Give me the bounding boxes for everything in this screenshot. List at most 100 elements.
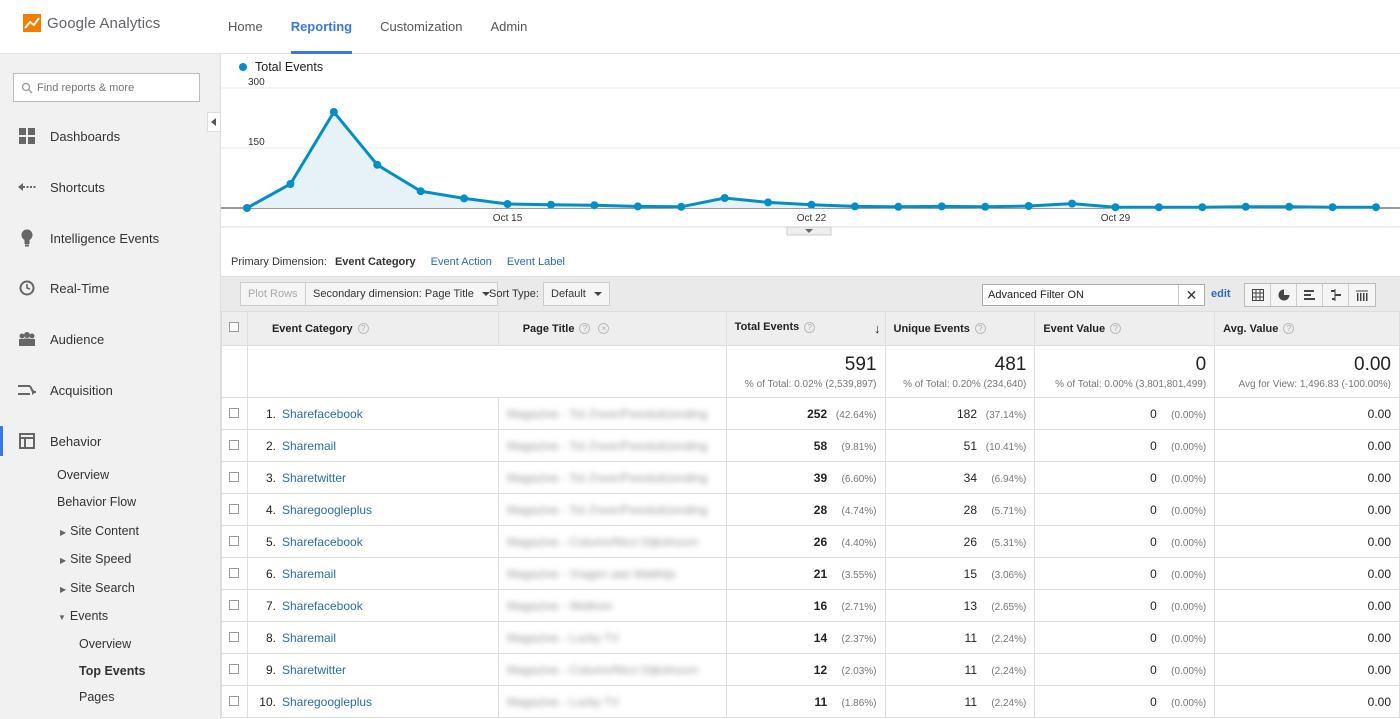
help-icon[interactable]: ? [579,323,591,335]
data-point[interactable] [1285,202,1294,211]
nav-reporting[interactable]: Reporting [290,0,353,54]
data-point[interactable] [1068,199,1077,208]
clear-filter-icon[interactable]: ✕ [1178,285,1204,305]
data-point[interactable] [1154,203,1163,212]
search-input[interactable] [37,81,197,94]
data-point[interactable] [1241,202,1250,211]
row-checkbox[interactable] [229,471,240,482]
data-point[interactable] [1198,203,1207,212]
category-link[interactable]: Sharetwitter [281,470,346,485]
edit-filter-link[interactable]: edit [1211,288,1231,300]
data-point[interactable] [633,202,642,211]
data-point[interactable] [894,202,903,211]
sidebar-item-intelligence-events[interactable]: Intelligence Events [0,223,221,253]
category-link[interactable]: Sharemail [281,566,336,581]
row-checkbox[interactable] [229,503,240,514]
dimension-event-action[interactable]: Event Action [430,256,492,268]
data-point[interactable] [243,204,251,212]
category-link[interactable]: Sharefacebook [281,534,363,549]
comparison-view-icon[interactable] [1323,284,1349,306]
sidebar-item-acquisition[interactable]: Acquisition [0,375,221,405]
sidebar-sub-site-search[interactable]: ▶ Site Search [60,581,135,595]
category-link[interactable]: Sharefacebook [281,598,363,613]
data-point[interactable] [1111,203,1120,212]
sidebar-sub-overview[interactable]: Overview [57,468,110,482]
remove-dimension-icon[interactable]: × [598,323,610,335]
row-checkbox[interactable] [229,631,240,642]
plot-rows-button[interactable]: Plot Rows [240,282,306,306]
header-unique-events[interactable]: Unique Events? [884,311,1036,346]
sort-type-select[interactable]: Default [543,282,610,306]
help-icon[interactable]: ? [804,321,816,333]
help-icon[interactable]: ? [1110,323,1122,335]
table-view-icon[interactable] [1245,284,1271,306]
data-point[interactable] [373,160,382,169]
data-point[interactable] [720,194,729,202]
sidebar-item-shortcuts[interactable]: Shortcuts [0,172,221,202]
data-point[interactable] [460,194,469,203]
data-point[interactable] [286,180,295,188]
help-icon[interactable]: ? [1283,323,1295,335]
row-checkbox[interactable] [229,663,240,674]
data-point[interactable] [416,187,425,196]
secondary-dimension-select[interactable]: Secondary dimension: Page Title [305,282,498,306]
data-point[interactable] [850,202,859,211]
data-point[interactable] [677,202,686,211]
category-link[interactable]: Sharegoogleplus [281,694,373,709]
row-checkbox[interactable] [229,407,240,418]
bar-view-icon[interactable] [1297,284,1323,306]
header-event-value[interactable]: Event Value? [1034,311,1216,346]
data-point[interactable] [503,200,512,208]
nav-customization[interactable]: Customization [380,19,463,34]
sidebar-item-real-time[interactable]: Real-Time [0,273,221,303]
data-point[interactable] [764,198,773,207]
data-point[interactable] [546,200,555,209]
data-point[interactable] [590,201,599,210]
ga-logo[interactable]: Google Analytics [23,14,160,32]
sidebar-item-dashboards[interactable]: Dashboards [0,121,221,151]
report-search[interactable] [13,73,200,102]
row-checkbox[interactable] [229,439,240,450]
sidebar-sub-behavior-flow[interactable]: Behavior Flow [57,495,137,509]
nav-admin[interactable]: Admin [490,19,528,34]
sidebar-sub-site-speed[interactable]: ▶ Site Speed [60,552,131,566]
sidebar-sub-site-content[interactable]: ▶ Site Content [60,524,139,538]
sidebar-sub-events-overview[interactable]: Overview [79,637,132,651]
category-link[interactable]: Sharemail [281,630,336,645]
data-point[interactable] [329,108,338,116]
category-link[interactable]: Sharefacebook [281,406,363,421]
sort-descending-icon[interactable]: ↓ [874,321,881,336]
data-point[interactable] [1372,203,1380,212]
nav-home[interactable]: Home [228,19,263,34]
sidebar-sub-events[interactable]: ▼ Events [58,609,108,623]
row-checkbox[interactable] [229,567,240,578]
header-avg-value[interactable]: Avg. Value? [1214,311,1400,346]
sidebar-sub-top-events[interactable]: Top Events [79,664,146,678]
row-checkbox[interactable] [229,695,240,706]
sidebar-item-behavior[interactable]: Behavior [0,426,221,456]
header-total-events[interactable]: Total Events? ↓ [725,311,886,346]
total-events-percent: (2.03%) [841,665,877,677]
header-event-category[interactable]: Event Category? [246,311,499,346]
help-icon[interactable]: ? [974,323,986,335]
dimension-event-label[interactable]: Event Label [506,256,565,268]
row-checkbox[interactable] [229,535,240,546]
pivot-view-icon[interactable] [1349,284,1375,306]
header-page-title[interactable]: Page Title? × [497,311,727,346]
data-point[interactable] [1024,202,1033,210]
row-checkbox[interactable] [229,599,240,610]
category-link[interactable]: Sharetwitter [281,662,346,677]
pie-view-icon[interactable] [1271,284,1297,306]
collapse-sidebar-button[interactable] [207,112,221,132]
advanced-filter-box[interactable]: Advanced Filter ON ✕ [982,284,1205,306]
sidebar-sub-pages[interactable]: Pages [79,690,115,704]
sidebar-item-audience[interactable]: Audience [0,324,221,354]
data-point[interactable] [937,202,946,211]
data-point[interactable] [807,200,816,209]
select-all-checkbox[interactable] [229,322,240,332]
help-icon[interactable]: ? [357,323,369,335]
category-link[interactable]: Sharegoogleplus [281,502,373,517]
data-point[interactable] [1328,203,1337,212]
data-point[interactable] [981,202,990,211]
category-link[interactable]: Sharemail [281,438,336,453]
